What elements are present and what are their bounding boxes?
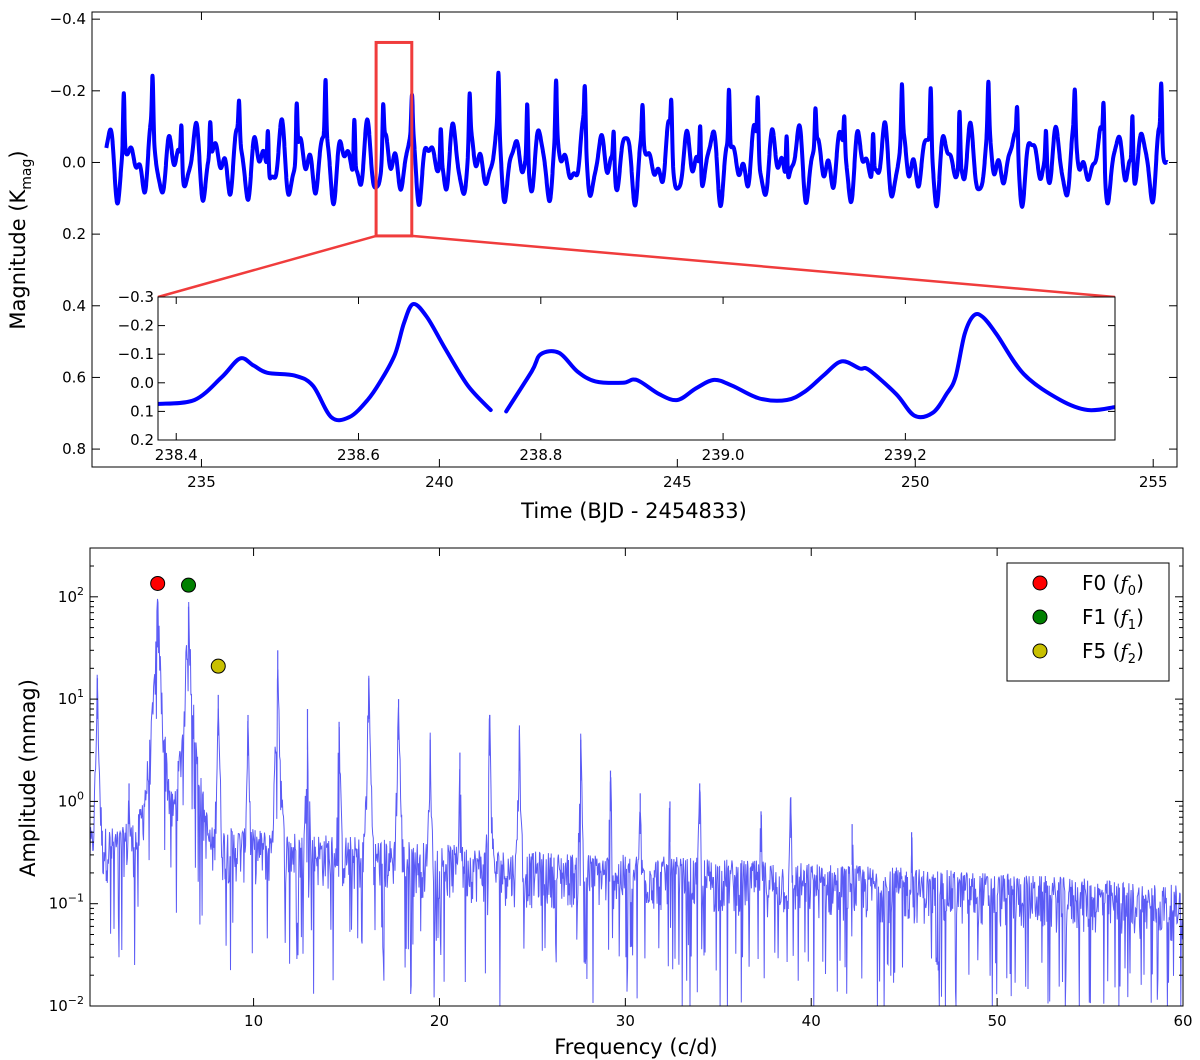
periodogram-y-label: Amplitude (mmag): [16, 679, 40, 877]
inset-x-tick-label: 239.2: [884, 446, 927, 464]
periodogram-frame: [89, 547, 1184, 1007]
inset-x-tick-label: 238.6: [337, 446, 380, 464]
inset-frame: [157, 296, 1116, 441]
x-tick-label: 235: [187, 473, 216, 491]
light-curve-x-label: Time (BJD - 2454833): [520, 499, 747, 523]
periodogram-y-ticks: 10−2 10−1 100 101 102: [49, 547, 1183, 1015]
legend: F0 (f0)F1 (f1)F5 (f2): [1006, 562, 1170, 682]
marker-f1: [181, 577, 197, 593]
inset-x-tick-label: 239.0: [702, 446, 745, 464]
light-curve-y-ticks: −0.4 −0.2 0.0 0.2 0.4 0.6 0.8: [50, 10, 1177, 458]
y-tick-label: 10−2: [49, 994, 84, 1015]
light-curve-line: [104, 70, 1170, 209]
marker-f0: [150, 575, 166, 591]
periodogram-panel: 10 20 30 40 50 60 10−2 10−1 100 101 102 Frequency…: [16, 547, 1193, 1059]
legend-marker-f5: [1032, 643, 1048, 659]
inset-x-tick-label: 238.4: [155, 446, 198, 464]
zoom-connector-left: [157, 234, 377, 299]
inset-y-ticks: −0.3 −0.2 −0.1 0.0 0.1 0.2: [118, 288, 1115, 449]
light-curve-x-ticks: 235 240 245 250 255: [187, 12, 1168, 491]
y-tick-label: 10−1: [49, 892, 84, 913]
zoom-highlight-box: [374, 40, 414, 238]
y-tick-label: 0.0: [62, 153, 86, 171]
inset-y-tick-label: 0.1: [130, 402, 154, 420]
legend-marker-f0: [1032, 575, 1048, 591]
periodogram-x-label: Frequency (c/d): [554, 1035, 718, 1059]
zoom-connector-right: [411, 234, 1116, 299]
light-curve-series: [104, 70, 1170, 209]
y-tick-label: −0.2: [50, 82, 86, 100]
inset-background: [158, 297, 1115, 440]
light-curve-panel: 235 240 245 250 255 −0.4−0.20.00.20.40.60.8 …: [6, 10, 1178, 523]
inset-panel: 238.4 238.6 238.8 239.0 239.2 −0.3 −0.2 −0.1 0.…: [118, 288, 1116, 464]
y-tick-label: 101: [58, 687, 84, 708]
periodogram-series: [90, 598, 1183, 1006]
x-tick-label: 250: [901, 473, 930, 491]
inset-line-segment-1: [158, 302, 493, 423]
periodogram-x-ticks: 10 20 30 40 50 60: [244, 548, 1193, 1030]
inset-y-tick-label: 0.2: [130, 431, 154, 449]
y-tick-label: 0.8: [62, 440, 86, 458]
x-tick-label: 245: [663, 473, 692, 491]
light-curve-frame: [91, 11, 1178, 468]
periodogram-line: [90, 598, 1183, 1006]
legend-label-f1: F1 (f1): [1082, 605, 1144, 633]
mode-markers: [150, 575, 226, 674]
y-tick-label: 0.6: [62, 368, 86, 386]
inset-y-tick-label: −0.1: [118, 345, 154, 363]
legend-marker-f1: [1032, 609, 1048, 625]
y-tick-label: 100: [58, 789, 84, 810]
x-tick-label: 40: [802, 1012, 821, 1030]
x-tick-label: 240: [425, 473, 454, 491]
x-tick-label: 60: [1173, 1012, 1192, 1030]
marker-f5: [210, 658, 226, 674]
inset-y-tick-label: −0.3: [118, 288, 154, 306]
inset-y-tick-label: −0.2: [118, 317, 154, 335]
x-tick-label: 50: [988, 1012, 1007, 1030]
y-tick-label: 102: [58, 585, 84, 606]
x-tick-label: 30: [616, 1012, 635, 1030]
x-tick-label: 255: [1139, 473, 1168, 491]
light-curve-y-label-subscript: mag: [19, 159, 35, 190]
inset-x-ticks: 238.4 238.6 238.8 239.0 239.2: [155, 297, 927, 464]
inset-line-segment-2: [504, 311, 1115, 420]
inset-y-tick-label: 0.0: [130, 374, 154, 392]
light-curve-y-label: Magnitude (Kmag): [6, 150, 35, 329]
x-tick-label: 20: [430, 1012, 449, 1030]
y-tick-label: 0.4: [62, 297, 86, 315]
y-tick-label: −0.4: [50, 10, 86, 28]
inset-x-tick-label: 238.8: [519, 446, 562, 464]
inset-series: [158, 302, 1115, 423]
legend-label-f0: F0 (f0): [1082, 571, 1144, 599]
x-tick-label: 10: [244, 1012, 263, 1030]
y-tick-label: 0.2: [62, 225, 86, 243]
